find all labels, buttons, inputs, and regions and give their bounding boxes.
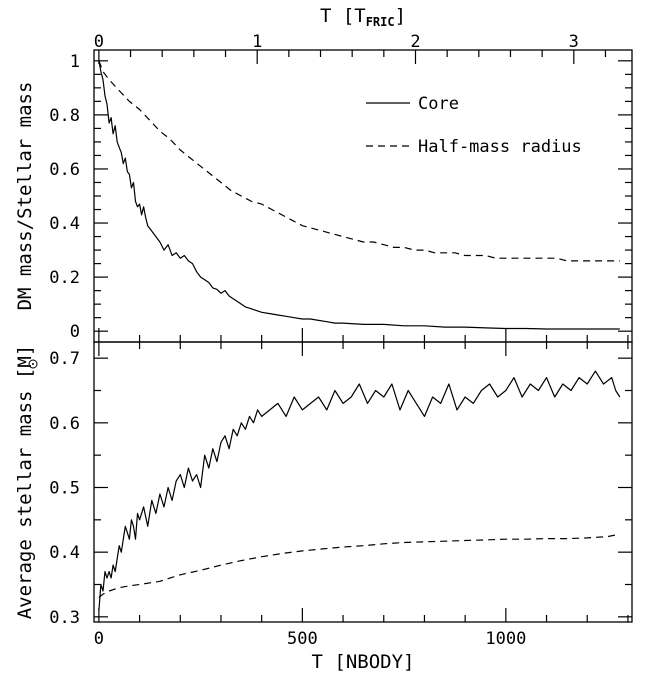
top-y-tick-label: 0.2 xyxy=(49,268,80,288)
bottom-y-tick-label: 0.7 xyxy=(49,349,80,369)
top-x-axis-label-suffix: ] xyxy=(395,5,406,27)
legend-halfmass-label: Half-mass radius xyxy=(418,137,582,157)
bottom-x-axis-label: T [NBODY] xyxy=(312,651,415,673)
bottom-x-tick-label: 500 xyxy=(287,629,318,649)
bottom-series-core xyxy=(98,370,621,611)
top-x-tick-label: 2 xyxy=(410,32,420,52)
msun-symbol-icon xyxy=(28,359,38,369)
top-axis-ticks xyxy=(94,50,632,342)
top-series-group xyxy=(98,60,620,330)
top-x-tick-label: 0 xyxy=(94,32,104,52)
bottom-y-tick-label: 0.4 xyxy=(49,543,80,563)
bottom-y-tick-label: 0.5 xyxy=(49,478,80,498)
bottom-x-tick-label: 0 xyxy=(94,629,104,649)
bottom-tick-labels: 0.3 0.4 0.5 0.6 0.7 0 500 1000 xyxy=(49,349,526,649)
top-y-tick-label: 0.6 xyxy=(49,160,80,180)
bottom-y-axis-label-suffix: ] xyxy=(14,345,36,356)
top-y-axis-label: DM mass/Stellar mass xyxy=(14,82,36,311)
top-x-tick-label: 1 xyxy=(252,32,262,52)
top-tick-labels: 00.20.40.60.810 1 2 3 xyxy=(49,32,579,342)
bottom-series-half-mass-radius xyxy=(98,533,620,598)
top-x-axis-label-main: T [T xyxy=(320,5,366,27)
bottom-series-group xyxy=(98,370,621,611)
bottom-plot-frame xyxy=(93,341,633,623)
bottom-y-tick-label: 0.3 xyxy=(49,608,80,628)
bottom-axis-ticks xyxy=(94,342,632,622)
top-y-tick-label: 0 xyxy=(70,322,80,342)
top-series-half-mass-radius xyxy=(98,60,620,262)
top-y-tick-label: 0.4 xyxy=(49,214,80,234)
top-y-tick-label: 1 xyxy=(70,52,80,72)
top-x-axis-label-subscript: FRIC xyxy=(366,15,395,29)
legend: Core Half-mass radius xyxy=(366,94,582,157)
bottom-y-axis-label: Average stellar mass [M] xyxy=(14,345,36,620)
top-x-tick-label: 3 xyxy=(569,32,579,52)
top-panel: 00.20.40.60.810 1 2 3 T [TFRIC] DM mass/Ste… xyxy=(14,5,633,343)
bottom-y-axis-label-main: Average stellar mass [M xyxy=(14,356,36,619)
top-x-axis-label: T [TFRIC] xyxy=(320,5,406,29)
top-series-core xyxy=(98,60,620,330)
legend-core-label: Core xyxy=(418,94,459,114)
bottom-y-tick-label: 0.6 xyxy=(49,414,80,434)
bottom-x-tick-label: 1000 xyxy=(485,629,526,649)
top-y-tick-label: 0.8 xyxy=(49,106,80,126)
top-plot-frame xyxy=(93,49,633,343)
bottom-panel: 0.3 0.4 0.5 0.6 0.7 0 500 1000 T [NBODY] Averag… xyxy=(14,341,633,673)
